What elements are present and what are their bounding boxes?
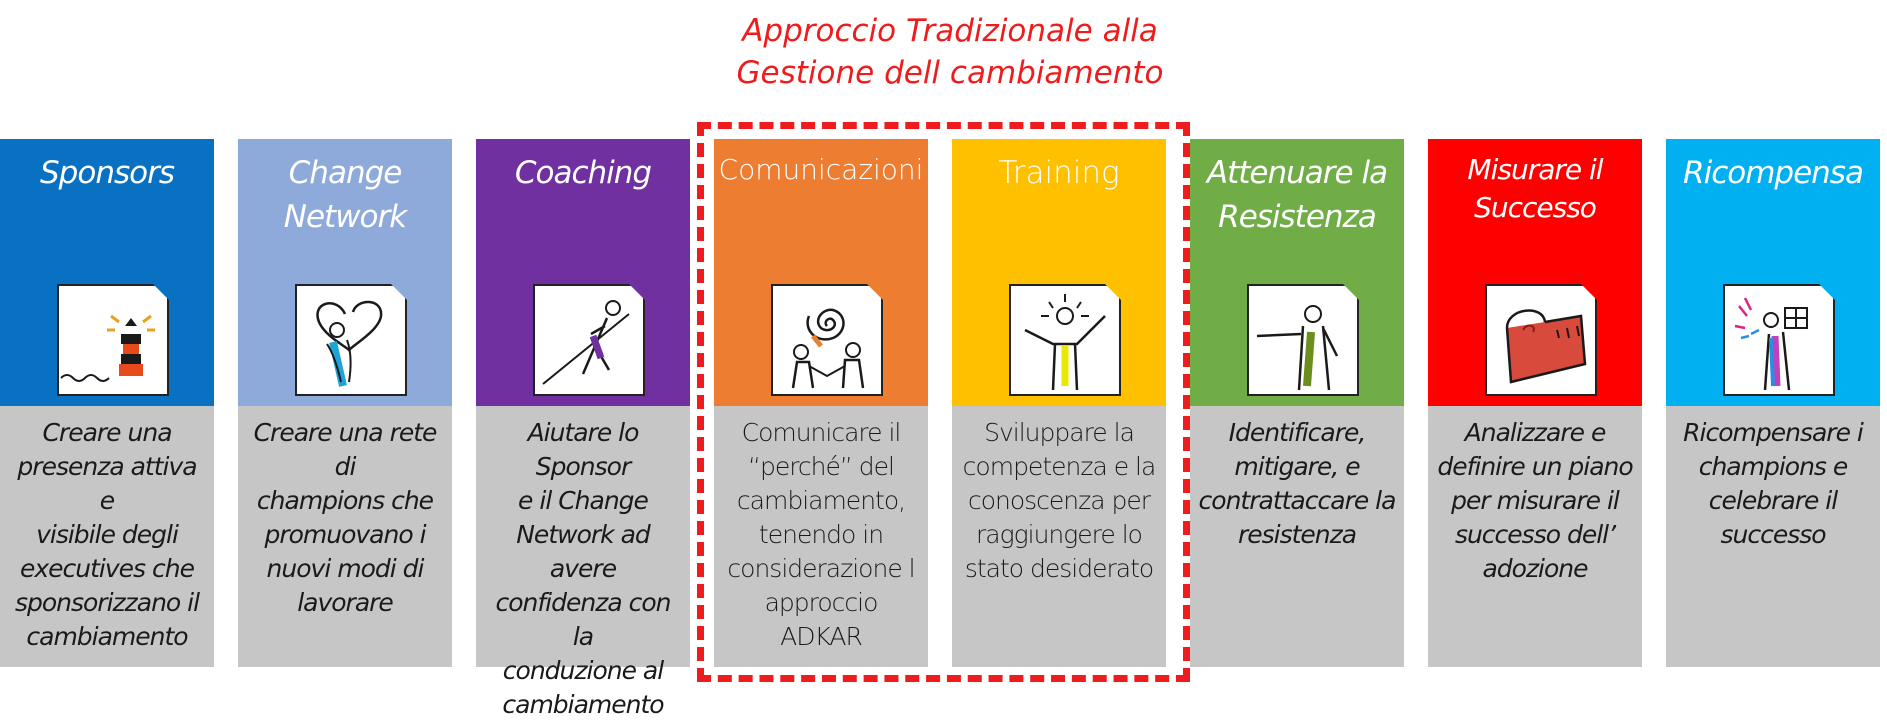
column-description: Creare una presenza attiva e visibile de… [0, 406, 214, 667]
column-attenuare-resistenza: Attenuare la Resistenza Identificare, mi… [1190, 139, 1404, 667]
column-header: Change Network [238, 139, 452, 406]
column-description: Comunicare il “perché” del cambiamento, … [714, 406, 928, 667]
column-title: Misurare il Successo [1467, 153, 1603, 224]
column-title: Training [998, 155, 1120, 191]
column-comunicazioni: Comunicazioni Comunicare il “perché” del… [714, 139, 928, 667]
column-header: Training [952, 139, 1166, 406]
column-description: Analizzare e definire un piano per misur… [1428, 406, 1642, 667]
approach-title-line2: Gestione dell cambiamento [736, 55, 1164, 91]
column-description: Creare una rete di champions che promuov… [238, 406, 452, 667]
traditional-approach-frame [697, 122, 1190, 682]
column-title: Change Network [283, 155, 407, 235]
column-header: Ricompensa [1666, 139, 1880, 406]
heart-person-icon [295, 284, 407, 396]
column-change-network: Change Network Creare una rete di champi… [238, 139, 452, 667]
measuring-tape-icon [1485, 284, 1597, 396]
column-coaching: Coaching Aiutare lo Sponsor e il Change … [476, 139, 690, 719]
column-sponsors: Sponsors Creare una presenza attiva e vi… [0, 139, 214, 667]
column-header: Misurare il Successo [1428, 139, 1642, 406]
column-header: Sponsors [0, 139, 214, 406]
column-title: Sponsors [40, 155, 175, 191]
column-description: Identificare, mitigare, e contrattaccare… [1190, 406, 1404, 667]
column-title: Comunicazioni [718, 153, 924, 186]
bright-idea-person-icon [1009, 284, 1121, 396]
column-header: Comunicazioni [714, 139, 928, 406]
approach-title-line1: Approccio Tradizionale alla [742, 13, 1158, 49]
lighthouse-icon [57, 284, 169, 396]
column-description: Sviluppare la competenza e la conoscenza… [952, 406, 1166, 667]
column-title: Coaching [514, 155, 652, 191]
column-description: Ricompensare i champions e celebrare il … [1666, 406, 1880, 667]
pulling-rope-icon [533, 284, 645, 396]
column-training: Training Sviluppare la competenza e la c… [952, 139, 1166, 667]
column-description: Aiutare lo Sponsor e il Change Network a… [476, 406, 690, 719]
speech-spiral-icon [771, 284, 883, 396]
column-ricompensa: Ricompensa Ricompensare i champions e ce… [1666, 139, 1880, 667]
column-title: Attenuare la Resistenza [1206, 155, 1388, 235]
column-misurare-successo: Misurare il Successo Analizzare e defini… [1428, 139, 1642, 667]
approach-title: Approccio Tradizionale alla Gestione del… [700, 10, 1200, 94]
gift-celebration-icon [1723, 284, 1835, 396]
column-title: Ricompensa [1683, 155, 1864, 191]
stop-hand-person-icon [1247, 284, 1359, 396]
column-header: Coaching [476, 139, 690, 406]
column-header: Attenuare la Resistenza [1190, 139, 1404, 406]
